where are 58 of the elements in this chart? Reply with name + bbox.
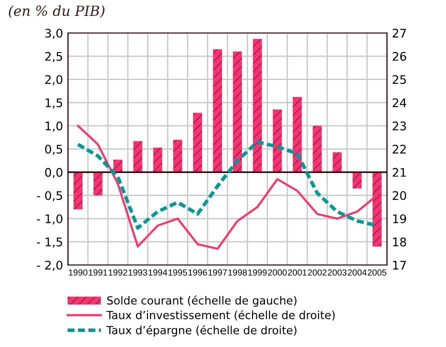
x-tick-label: 1991 <box>88 269 108 276</box>
y2-tick-label: 24 <box>392 98 406 108</box>
bar <box>153 148 162 172</box>
x-tick-label: 2003 <box>328 269 347 276</box>
y2-tick-label: 23 <box>392 122 406 130</box>
x-tick-label: 1992 <box>108 269 128 276</box>
y-tick-label: - 1,5 <box>36 238 62 248</box>
bar <box>272 110 282 172</box>
y2-tick-label: 22 <box>392 144 406 154</box>
y2-tick-label: 26 <box>392 52 406 61</box>
x-tick-label: 1993 <box>128 269 148 276</box>
bar <box>213 49 222 172</box>
y2-tick-label: 20 <box>392 191 406 200</box>
y-tick-label: 2,0 <box>45 75 62 86</box>
y2-tick-label: 25 <box>392 75 406 84</box>
bar <box>372 172 382 246</box>
x-tick-label: 1996 <box>188 269 207 276</box>
legend-label: Solde courant (échelle de gauche) <box>107 296 296 307</box>
bar <box>352 172 362 188</box>
bar <box>193 112 202 172</box>
y2-tick-label: 21 <box>392 168 406 177</box>
y-tick-label: - 0,5 <box>36 191 62 202</box>
x-tick-label: 2005 <box>368 269 386 276</box>
bar <box>252 39 262 172</box>
y-tick-label: 0,0 <box>45 168 62 178</box>
y-tick-label: 0,5 <box>45 144 62 155</box>
bar <box>292 97 302 172</box>
chart-title: (en % du PIB) <box>8 5 104 18</box>
y2-tick-label: 18 <box>393 238 406 246</box>
y2-tick-label: 27 <box>392 28 406 38</box>
legend-label: Taux d’épargne (échelle de droite) <box>106 325 296 336</box>
bar <box>93 172 102 196</box>
bar <box>133 141 142 172</box>
bar <box>332 152 342 172</box>
x-tick-label: 1995 <box>168 269 188 276</box>
x-tick-label: 1998 <box>228 269 247 276</box>
y-tick-label: - 1,0 <box>36 214 62 224</box>
x-tick-label: 1990 <box>68 269 88 276</box>
y-tick-label: 3,0 <box>45 28 62 39</box>
y-tick-label: - 2,0 <box>36 260 62 271</box>
x-tick-label: 2000 <box>268 269 287 276</box>
y2-tick-label: 19 <box>393 214 406 224</box>
y-tick-label: 1,0 <box>46 122 62 132</box>
bar <box>113 160 122 172</box>
bar <box>173 140 182 172</box>
x-tick-label: 2001 <box>288 269 307 276</box>
x-tick-label: 2002 <box>308 269 327 276</box>
y-tick-label: 2,5 <box>45 52 62 62</box>
bar <box>232 52 242 172</box>
bar <box>73 172 82 210</box>
y-tick-label: 1,5 <box>46 98 62 108</box>
x-tick-label: 2004 <box>348 269 367 276</box>
x-tick-label: 1997 <box>208 269 227 276</box>
legend-label: Taux d’investissement (échelle de droite) <box>106 310 335 321</box>
y2-tick-label: 17 <box>393 260 406 270</box>
bar <box>312 126 322 172</box>
x-tick-label: 1999 <box>248 269 267 276</box>
x-tick-label: 1994 <box>148 269 168 276</box>
